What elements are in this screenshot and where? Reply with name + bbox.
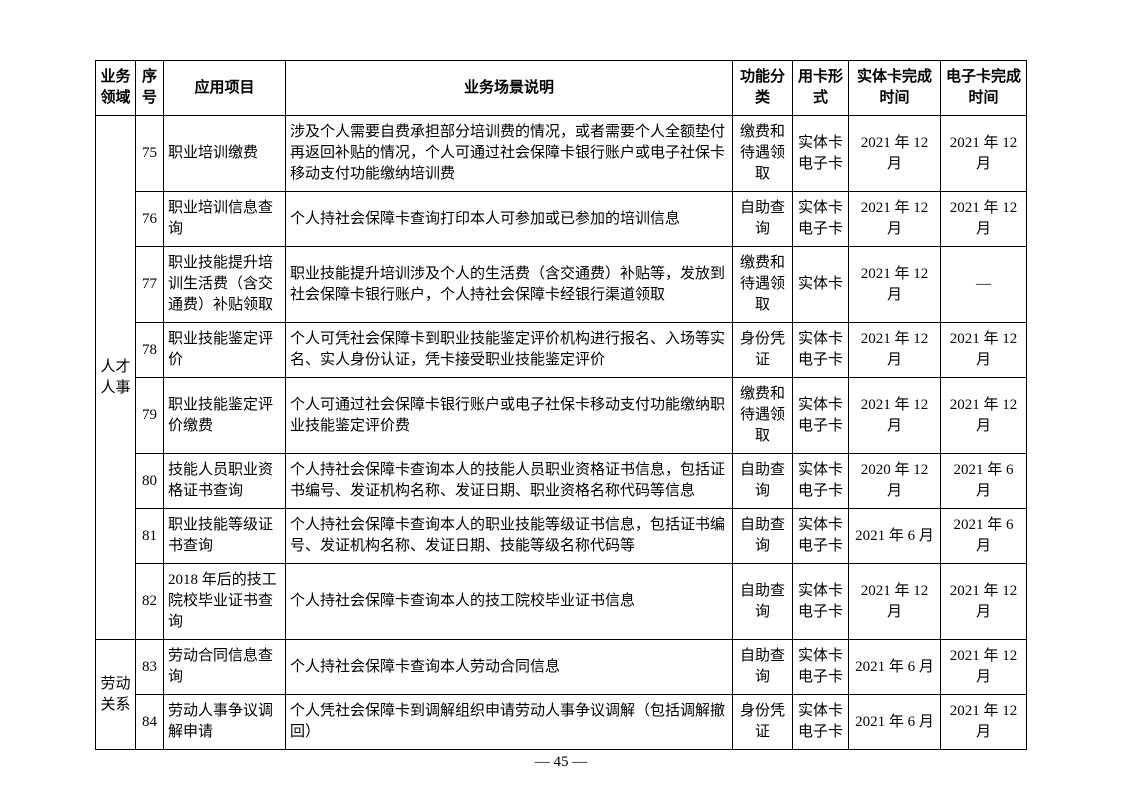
phys-cell: 2021 年 12 月: [849, 323, 941, 378]
app-cell: 职业技能鉴定评价缴费: [164, 378, 286, 454]
table-row: 78职业技能鉴定评价个人可凭社会保障卡到职业技能鉴定评价机构进行报名、入场等实名…: [96, 323, 1027, 378]
phys-cell: 2021 年 6 月: [849, 695, 941, 750]
app-cell: 劳动合同信息查询: [164, 640, 286, 695]
phys-cell: 2021 年 12 月: [849, 192, 941, 247]
card-cell: 实体卡电子卡: [793, 640, 849, 695]
table-row: 80技能人员职业资格证书查询个人持社会保障卡查询本人的技能人员职业资格证书信息，…: [96, 454, 1027, 509]
func-cell: 身份凭证: [733, 695, 793, 750]
card-cell: 实体卡电子卡: [793, 564, 849, 640]
func-cell: 自助查询: [733, 454, 793, 509]
elec-cell: 2021 年 12 月: [941, 564, 1027, 640]
table-row: 81职业技能等级证书查询个人持社会保障卡查询本人的职业技能等级证书信息，包括证书…: [96, 509, 1027, 564]
func-cell: 自助查询: [733, 640, 793, 695]
table-body: 人才人事75职业培训缴费涉及个人需要自费承担部分培训费的情况，或者需要个人全额垫…: [96, 116, 1027, 750]
elec-cell: 2021 年 12 月: [941, 192, 1027, 247]
main-table: 业务领域 序号 应用项目 业务场景说明 功能分类 用卡形式 实体卡完成时间 电子…: [95, 60, 1027, 750]
domain-cell: 劳动关系: [96, 640, 136, 750]
desc-cell: 涉及个人需要自费承担部分培训费的情况，或者需要个人全额垫付再返回补贴的情况，个人…: [286, 116, 733, 192]
elec-cell: 2021 年 6 月: [941, 454, 1027, 509]
phys-cell: 2021 年 12 月: [849, 247, 941, 323]
header-domain: 业务领域: [96, 61, 136, 116]
card-cell: 实体卡电子卡: [793, 695, 849, 750]
app-cell: 职业技能提升培训生活费（含交通费）补贴领取: [164, 247, 286, 323]
app-cell: 劳动人事争议调解申请: [164, 695, 286, 750]
table-row: 劳动关系83劳动合同信息查询个人持社会保障卡查询本人劳动合同信息自助查询实体卡电…: [96, 640, 1027, 695]
func-cell: 自助查询: [733, 509, 793, 564]
desc-cell: 个人持社会保障卡查询打印本人可参加或已参加的培训信息: [286, 192, 733, 247]
page-number: — 45 —: [0, 754, 1122, 771]
phys-cell: 2021 年 12 月: [849, 116, 941, 192]
desc-cell: 职业技能提升培训涉及个人的生活费（含交通费）补贴等，发放到社会保障卡银行账户，个…: [286, 247, 733, 323]
seq-cell: 82: [136, 564, 164, 640]
card-cell: 实体卡电子卡: [793, 509, 849, 564]
phys-cell: 2020 年 12 月: [849, 454, 941, 509]
table-header-row: 业务领域 序号 应用项目 业务场景说明 功能分类 用卡形式 实体卡完成时间 电子…: [96, 61, 1027, 116]
func-cell: 缴费和待遇领取: [733, 247, 793, 323]
card-cell: 实体卡电子卡: [793, 454, 849, 509]
desc-cell: 个人可通过社会保障卡银行账户或电子社保卡移动支付功能缴纳职业技能鉴定评价费: [286, 378, 733, 454]
seq-cell: 79: [136, 378, 164, 454]
desc-cell: 个人持社会保障卡查询本人劳动合同信息: [286, 640, 733, 695]
seq-cell: 77: [136, 247, 164, 323]
desc-cell: 个人可凭社会保障卡到职业技能鉴定评价机构进行报名、入场等实名、实人身份认证，凭卡…: [286, 323, 733, 378]
seq-cell: 78: [136, 323, 164, 378]
seq-cell: 84: [136, 695, 164, 750]
table-row: 76职业培训信息查询个人持社会保障卡查询打印本人可参加或已参加的培训信息自助查询…: [96, 192, 1027, 247]
elec-cell: 2021 年 6 月: [941, 509, 1027, 564]
seq-cell: 81: [136, 509, 164, 564]
elec-cell: 2021 年 12 月: [941, 323, 1027, 378]
elec-cell: 2021 年 12 月: [941, 695, 1027, 750]
elec-cell: 2021 年 12 月: [941, 116, 1027, 192]
app-cell: 职业技能等级证书查询: [164, 509, 286, 564]
card-cell: 实体卡电子卡: [793, 116, 849, 192]
table-row: 79职业技能鉴定评价缴费个人可通过社会保障卡银行账户或电子社保卡移动支付功能缴纳…: [96, 378, 1027, 454]
phys-cell: 2021 年 12 月: [849, 564, 941, 640]
card-cell: 实体卡电子卡: [793, 323, 849, 378]
elec-cell: 2021 年 12 月: [941, 640, 1027, 695]
table-row: 84劳动人事争议调解申请个人凭社会保障卡到调解组织申请劳动人事争议调解（包括调解…: [96, 695, 1027, 750]
seq-cell: 83: [136, 640, 164, 695]
header-desc: 业务场景说明: [286, 61, 733, 116]
seq-cell: 76: [136, 192, 164, 247]
phys-cell: 2021 年 12 月: [849, 378, 941, 454]
phys-cell: 2021 年 6 月: [849, 640, 941, 695]
table-row: 人才人事75职业培训缴费涉及个人需要自费承担部分培训费的情况，或者需要个人全额垫…: [96, 116, 1027, 192]
header-func: 功能分类: [733, 61, 793, 116]
func-cell: 缴费和待遇领取: [733, 116, 793, 192]
header-app: 应用项目: [164, 61, 286, 116]
card-cell: 实体卡电子卡: [793, 192, 849, 247]
app-cell: 职业培训信息查询: [164, 192, 286, 247]
header-card: 用卡形式: [793, 61, 849, 116]
header-elec: 电子卡完成时间: [941, 61, 1027, 116]
app-cell: 职业培训缴费: [164, 116, 286, 192]
card-cell: 实体卡电子卡: [793, 378, 849, 454]
func-cell: 自助查询: [733, 192, 793, 247]
app-cell: 技能人员职业资格证书查询: [164, 454, 286, 509]
header-phys: 实体卡完成时间: [849, 61, 941, 116]
domain-cell: 人才人事: [96, 116, 136, 640]
elec-cell: —: [941, 247, 1027, 323]
app-cell: 2018 年后的技工院校毕业证书查询: [164, 564, 286, 640]
seq-cell: 75: [136, 116, 164, 192]
table-row: 77职业技能提升培训生活费（含交通费）补贴领取职业技能提升培训涉及个人的生活费（…: [96, 247, 1027, 323]
desc-cell: 个人持社会保障卡查询本人的技能人员职业资格证书信息，包括证书编号、发证机构名称、…: [286, 454, 733, 509]
func-cell: 自助查询: [733, 564, 793, 640]
func-cell: 缴费和待遇领取: [733, 378, 793, 454]
elec-cell: 2021 年 12 月: [941, 378, 1027, 454]
header-seq: 序号: [136, 61, 164, 116]
card-cell: 实体卡: [793, 247, 849, 323]
func-cell: 身份凭证: [733, 323, 793, 378]
seq-cell: 80: [136, 454, 164, 509]
table-row: 822018 年后的技工院校毕业证书查询个人持社会保障卡查询本人的技工院校毕业证…: [96, 564, 1027, 640]
phys-cell: 2021 年 6 月: [849, 509, 941, 564]
desc-cell: 个人持社会保障卡查询本人的职业技能等级证书信息，包括证书编号、发证机构名称、发证…: [286, 509, 733, 564]
desc-cell: 个人持社会保障卡查询本人的技工院校毕业证书信息: [286, 564, 733, 640]
desc-cell: 个人凭社会保障卡到调解组织申请劳动人事争议调解（包括调解撤回）: [286, 695, 733, 750]
app-cell: 职业技能鉴定评价: [164, 323, 286, 378]
